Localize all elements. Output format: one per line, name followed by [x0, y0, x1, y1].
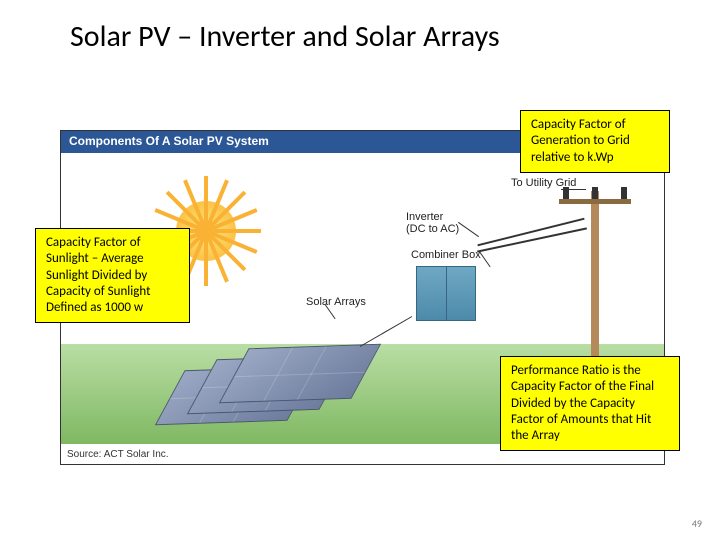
label-combiner: Combiner Box — [411, 249, 481, 261]
label-to-grid: To Utility Grid — [511, 177, 576, 189]
callout-bottom-right: Performance Ratio is the Capacity Factor… — [500, 356, 680, 451]
callout-left: Capacity Factor of Sunlight – Average Su… — [35, 228, 190, 323]
slide-title: Solar PV – Inverter and Solar Arrays — [70, 18, 500, 55]
label-arrays: Solar Arrays — [306, 296, 366, 308]
combiner-box — [416, 266, 476, 321]
page-number: 49 — [692, 517, 702, 530]
pointer-line — [458, 222, 479, 237]
callout-top-right: Capacity Factor of Generation to Grid re… — [520, 110, 670, 173]
pointer-line — [561, 189, 586, 190]
pointer-line — [479, 252, 490, 267]
solar-arrays — [171, 346, 391, 436]
label-inverter: Inverter (DC to AC) — [406, 211, 459, 235]
connector-line — [360, 316, 412, 347]
source-text: Source: ACT Solar Inc. — [67, 449, 169, 460]
